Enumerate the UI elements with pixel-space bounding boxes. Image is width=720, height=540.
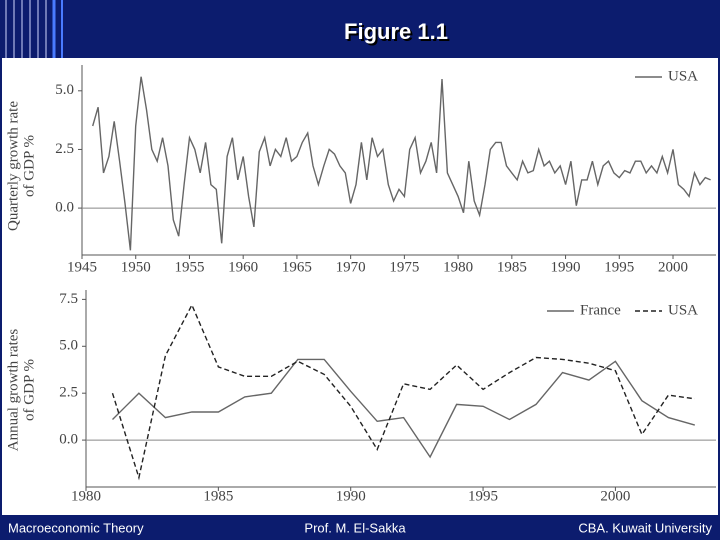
y-tick-label: 2.5 [59, 385, 78, 401]
footer-center: Prof. M. El-Sakka [304, 520, 406, 535]
decoration [5, 0, 63, 60]
y-tick-label: 0.0 [59, 432, 78, 448]
y-axis-title-line: Quarterly growth rate [5, 101, 21, 231]
y-tick-label: 0.0 [55, 200, 74, 216]
x-tick-label: 1960 [228, 259, 258, 275]
x-tick-label: 1985 [497, 259, 527, 275]
x-tick-label: 1990 [336, 488, 366, 504]
y-tick-label: 7.5 [59, 291, 78, 307]
x-tick-label: 1945 [67, 259, 97, 275]
x-tick-label: 1965 [282, 259, 312, 275]
x-tick-label: 2000 [658, 259, 688, 275]
x-tick-label: 1995 [604, 259, 634, 275]
legend-label: USA [668, 302, 698, 318]
x-tick-label: 1985 [203, 488, 233, 504]
x-tick-label: 1995 [468, 488, 498, 504]
slide-title: Figure 1.1 [344, 19, 448, 44]
legend-label: USA [668, 68, 698, 84]
y-axis-title-line: of GDP % [21, 135, 37, 197]
x-tick-label: 1990 [551, 259, 581, 275]
x-tick-label: 1980 [443, 259, 473, 275]
y-axis-title-line: Annual growth rates [5, 329, 21, 452]
figure-area [2, 58, 718, 515]
x-tick-label: 1955 [174, 259, 204, 275]
x-tick-label: 1970 [336, 259, 366, 275]
x-tick-label: 1975 [389, 259, 419, 275]
footer-left: Macroeconomic Theory [8, 520, 144, 535]
legend-label: France [580, 302, 621, 318]
y-axis-title-line: of GDP % [21, 359, 37, 421]
title-shadow: Figure 1.1 [346, 21, 450, 46]
x-tick-label: 2000 [600, 488, 630, 504]
y-tick-label: 5.0 [55, 82, 74, 98]
y-axis-title: Quarterly growth rate of GDP % [5, 101, 37, 231]
series-line [112, 358, 695, 459]
x-tick-label: 1950 [121, 259, 151, 275]
series-line [92, 76, 711, 251]
footer-right: CBA. Kuwait University [578, 520, 712, 535]
charts: 0.0 2.5 5.0 1945 1950 1955 1960 1965 1970 1975 198… [5, 65, 716, 504]
x-tick-label: 1980 [71, 488, 101, 504]
series-line [111, 303, 695, 481]
y-tick-label: 2.5 [55, 141, 74, 157]
y-axis-title: Annual growth rates of GDP % [5, 329, 37, 452]
y-tick-label: 5.0 [59, 338, 78, 354]
